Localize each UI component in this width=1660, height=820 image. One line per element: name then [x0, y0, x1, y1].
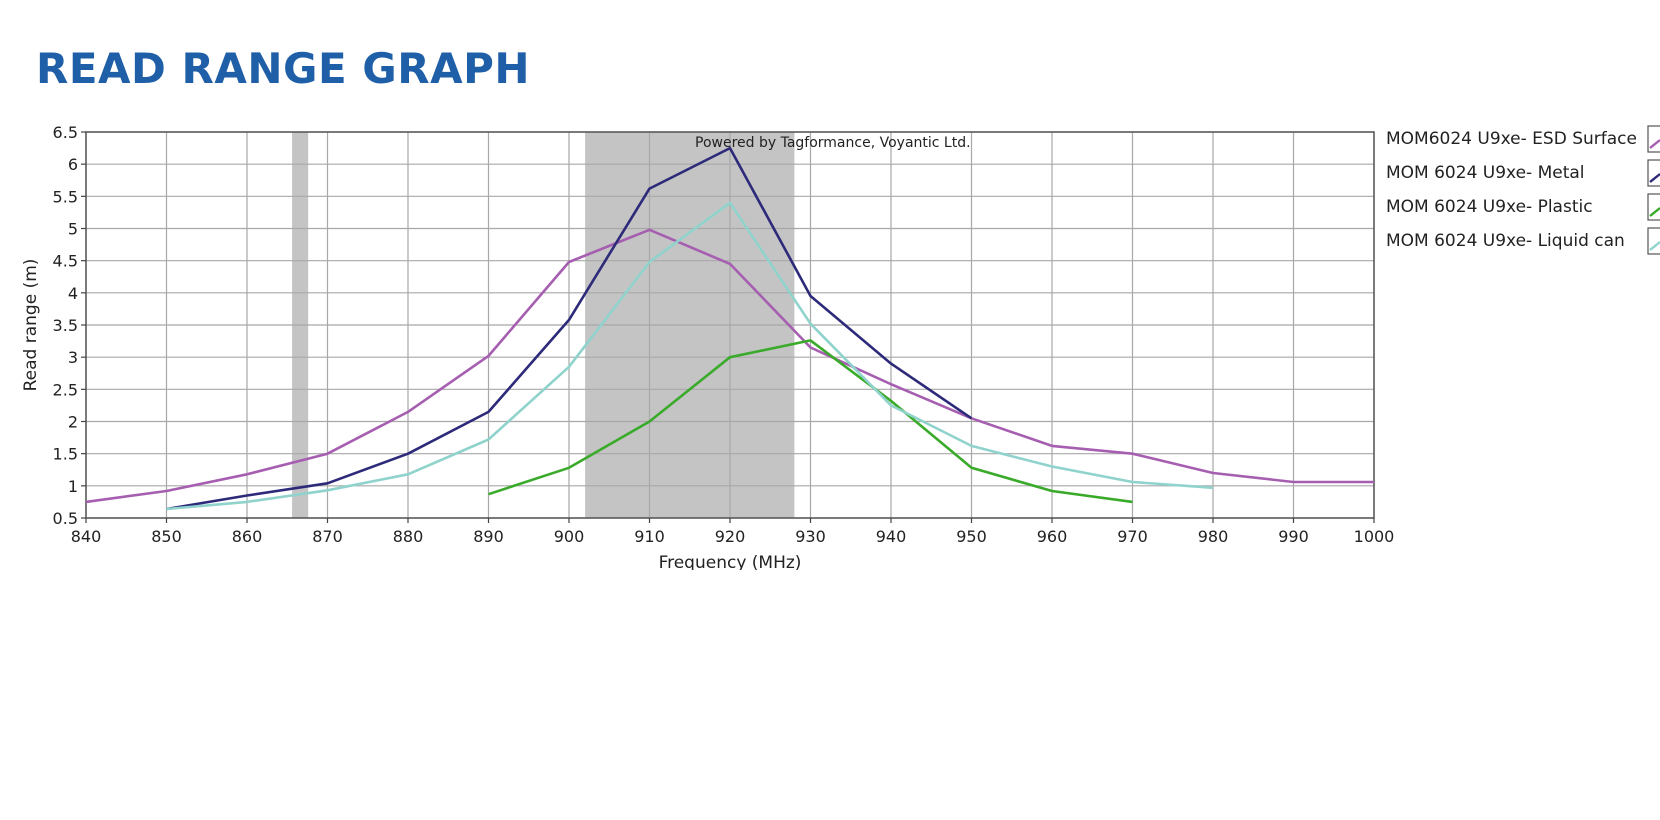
legend-label-1: MOM 6024 U9xe- Metal — [1386, 163, 1585, 183]
read-range-chart: 840 850 860 870 880 890 900 910 920 930 940 950 960 9… — [21, 123, 1660, 570]
x-tick-label: 930 — [795, 527, 826, 546]
page-title: READ RANGE GRAPH — [36, 44, 531, 93]
legend-swatch-line-1 — [1649, 173, 1660, 183]
legend-swatch-line-0 — [1649, 139, 1660, 149]
x-tick-label: 980 — [1198, 527, 1229, 546]
x-tick-label: 970 — [1117, 527, 1148, 546]
legend-label-2: MOM 6024 U9xe- Plastic — [1386, 197, 1593, 217]
x-tick-label: 860 — [232, 527, 263, 546]
x-tick-label: 900 — [554, 527, 585, 546]
y-tick-label: 4 — [68, 284, 78, 303]
chart-credit: Powered by Tagformance, Voyantic Ltd. — [695, 135, 971, 151]
y-tick-label: 1.5 — [53, 445, 78, 464]
series-line-2 — [488, 339, 1133, 504]
series-line-3 — [166, 201, 1214, 511]
y-tick-label: 3 — [68, 348, 78, 367]
series-line-0 — [85, 228, 1374, 504]
legend-swatch-line-3 — [1649, 241, 1660, 251]
y-tick-label: 5.5 — [53, 187, 78, 206]
y-tick-label: 5 — [68, 220, 78, 239]
legend-swatch-1 — [1647, 159, 1660, 187]
x-tick-label: 890 — [473, 527, 504, 546]
y-tick-label: 2.5 — [53, 380, 78, 399]
legend-swatch-3 — [1647, 227, 1660, 255]
series-line-1 — [166, 146, 973, 511]
legend-label-0: MOM6024 U9xe- ESD Surface — [1386, 129, 1637, 149]
y-tick-label: 3.5 — [53, 316, 78, 335]
x-tick-label: 950 — [956, 527, 987, 546]
grid-lines — [85, 131, 1375, 519]
y-tick-label: 4.5 — [53, 252, 78, 271]
series-lines — [85, 146, 1375, 511]
x-tick-label: 870 — [312, 527, 343, 546]
legend-swatch-0 — [1647, 125, 1660, 153]
x-axis-title: Frequency (MHz) — [659, 553, 802, 570]
x-tick-label: 960 — [1037, 527, 1068, 546]
y-axis-title: Read range (m) — [21, 259, 41, 392]
y-tick-label: 1 — [68, 477, 78, 496]
x-tick-label: 850 — [151, 527, 182, 546]
x-tick-label: 990 — [1278, 527, 1309, 546]
y-tick-label: 0.5 — [53, 509, 78, 528]
x-tick-label: 910 — [634, 527, 665, 546]
legend-swatch-2 — [1647, 193, 1660, 221]
x-tick-label: 940 — [876, 527, 907, 546]
legend-label-3: MOM 6024 U9xe- Liquid can — [1386, 231, 1625, 251]
x-tick-label: 920 — [715, 527, 746, 546]
y-tick-label: 6 — [68, 155, 78, 174]
y-tick-label: 2 — [68, 413, 78, 432]
legend: MOM6024 U9xe- ESD Surface MOM 6024 U9xe- … — [1386, 125, 1660, 255]
x-tick-label: 880 — [393, 527, 424, 546]
x-tick-label: 1000 — [1354, 527, 1395, 546]
legend-swatch-line-2 — [1649, 207, 1660, 217]
axis-ticks: 840 850 860 870 880 890 900 910 920 930 940 950 960 9… — [53, 123, 1395, 546]
x-tick-label: 840 — [71, 527, 102, 546]
y-tick-label: 6.5 — [53, 123, 78, 142]
